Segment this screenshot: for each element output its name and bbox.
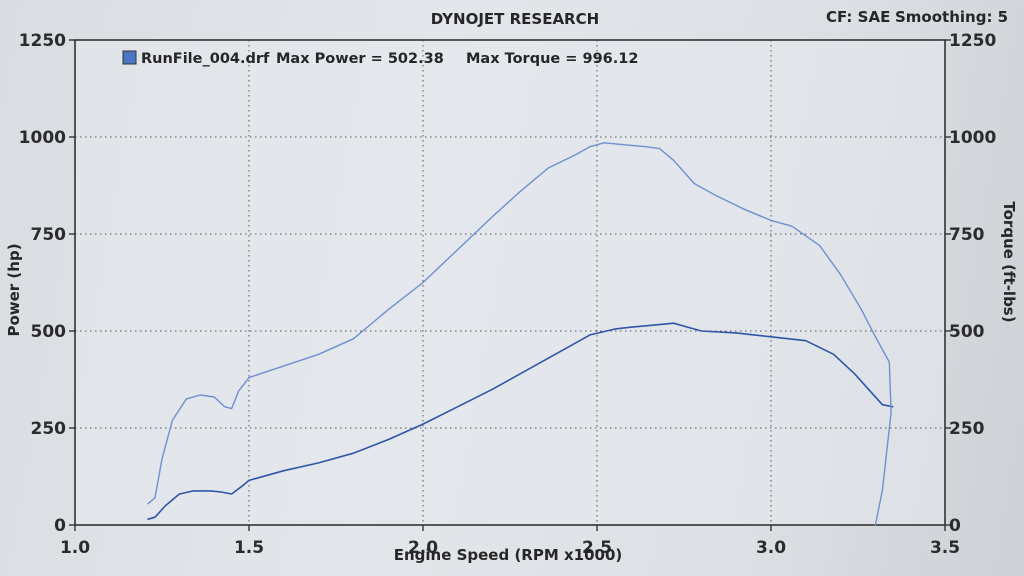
y2-tick-label: 750 (949, 225, 985, 245)
x-tick-label: 3.5 (930, 538, 960, 558)
chart-title: DYNOJET RESEARCH (431, 10, 599, 28)
y-tick-label: 500 (31, 322, 67, 342)
series-lines (147, 142, 894, 526)
series-line-power (147, 322, 894, 520)
x-tick-label: 1.0 (60, 538, 90, 558)
y2-tick-label: 1250 (949, 31, 996, 51)
x-axis-ticks: 1.0 1.5 2.0 2.5 3.0 3.5 (60, 525, 960, 558)
y-axis-title: Power (hp) (5, 243, 23, 336)
y2-tick-label: 250 (949, 419, 985, 439)
y2-tick-label: 1000 (949, 128, 996, 148)
x-tick-label: 3.0 (756, 538, 786, 558)
y-tick-label: 1000 (19, 128, 66, 148)
series-line-torque (147, 142, 892, 526)
y2-axis-title: Torque (ft-lbs) (1000, 201, 1018, 322)
y-tick-label: 750 (31, 225, 67, 245)
plot-frame (74, 39, 946, 526)
gridlines (75, 40, 945, 525)
smoothing-label: Smoothing: 5 (895, 8, 1008, 26)
x-tick-label: 1.5 (234, 538, 264, 558)
correction-factor: CF: SAE (826, 8, 890, 26)
legend-swatch (122, 50, 137, 65)
y-tick-label: 1250 (19, 31, 66, 51)
y-axis-ticks: 0 250 500 750 1000 1250 (19, 31, 75, 536)
y2-axis-ticks: 0 250 500 750 1000 1250 (945, 31, 996, 536)
y2-tick-label: 500 (949, 322, 985, 342)
legend-max-power: Max Power = 502.38 (276, 51, 444, 67)
x-tick-label: 2.0 (408, 538, 438, 558)
x-tick-label: 2.5 (582, 538, 612, 558)
y-tick-label: 0 (54, 516, 66, 536)
legend-max-torque: Max Torque = 996.12 (466, 51, 638, 67)
legend-run-file: RunFile_004.drf (141, 51, 270, 67)
plot-area (75, 40, 945, 525)
y-tick-label: 250 (31, 419, 67, 439)
x-axis-title: Engine Speed (RPM x1000) (394, 546, 623, 564)
y2-tick-label: 0 (949, 516, 961, 536)
